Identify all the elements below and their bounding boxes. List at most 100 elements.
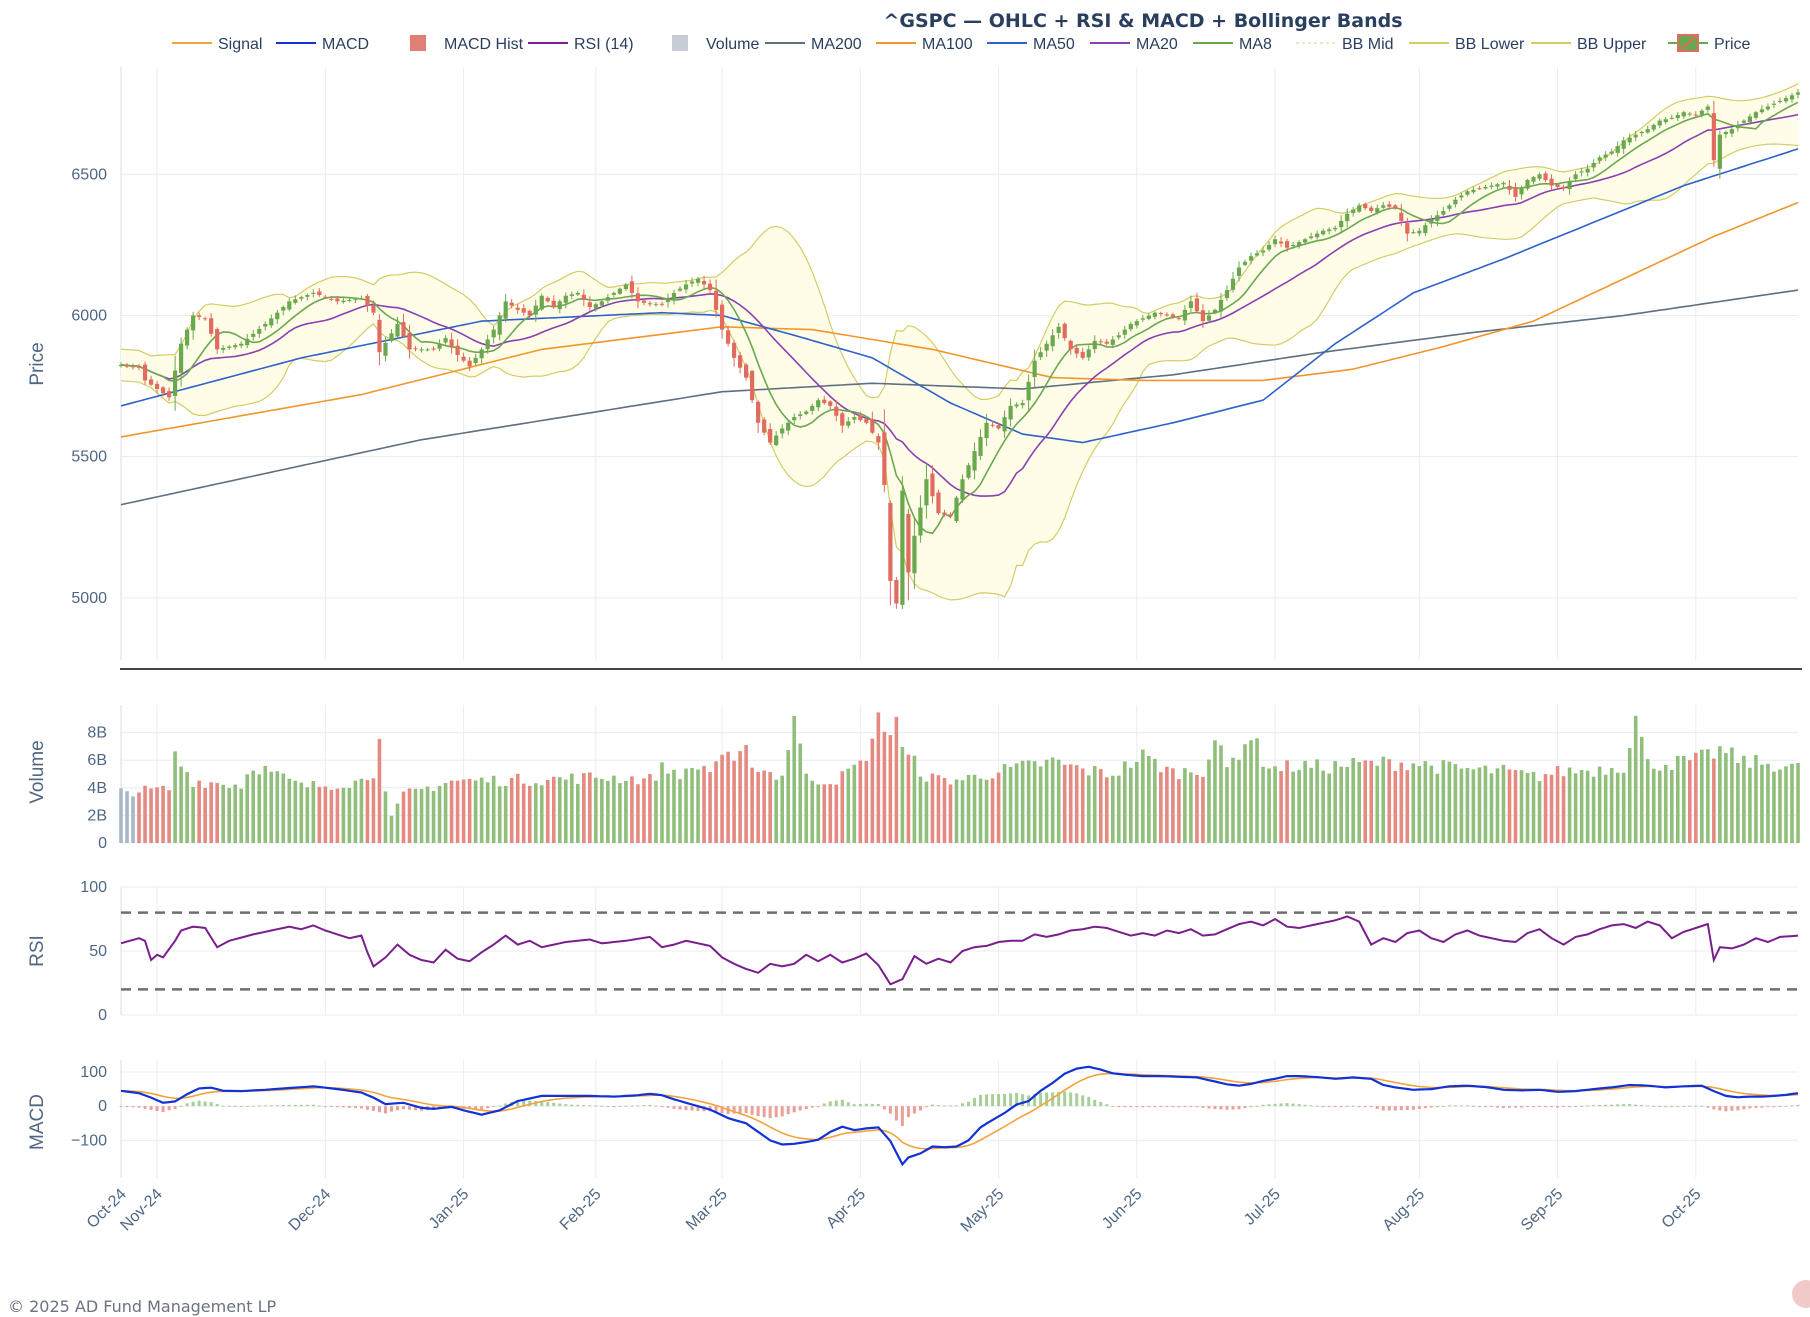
macd-hist-bar: [1441, 1105, 1445, 1107]
macd-hist-bar: [600, 1105, 604, 1107]
candle-body: [359, 298, 364, 300]
macd-y-tick-label: 0: [98, 1098, 107, 1115]
macd-hist-bar: [335, 1106, 339, 1108]
legend-item[interactable]: MA100: [876, 36, 973, 53]
macd-hist-bar: [1790, 1105, 1794, 1107]
macd-hist-bar: [149, 1106, 153, 1110]
candle-body: [605, 297, 610, 301]
candle-body: [1333, 227, 1338, 230]
volume-bar: [834, 784, 839, 843]
macd-hist-bar: [1003, 1093, 1007, 1107]
candle-body: [1537, 174, 1542, 179]
volume-bar: [678, 779, 682, 843]
volume-bar: [912, 755, 917, 843]
volume-bar: [185, 772, 189, 843]
macd-hist-bar: [1069, 1092, 1073, 1107]
macd-hist-bar: [1123, 1106, 1127, 1108]
volume-bar: [1255, 738, 1259, 843]
candle-body: [1393, 205, 1398, 209]
macd-hist-bar: [967, 1101, 971, 1107]
macd-hist-bar: [642, 1105, 646, 1107]
legend-item[interactable]: BB Mid: [1296, 36, 1394, 53]
legend-item[interactable]: Volume: [672, 35, 759, 53]
macd-hist-bar: [119, 1106, 123, 1108]
candle-body: [719, 304, 725, 330]
macd-hist-bar: [1039, 1092, 1043, 1107]
candle-body: [1321, 230, 1326, 235]
macd-hist-bar: [973, 1097, 977, 1107]
volume-bar: [1507, 769, 1512, 843]
legend-item[interactable]: MACD Hist: [410, 35, 524, 53]
macd-hist-bar: [1676, 1106, 1680, 1108]
candle-body: [1717, 134, 1722, 169]
candle-body: [335, 298, 340, 302]
macd-hist-bar: [876, 1104, 880, 1107]
candle-body: [1128, 323, 1133, 330]
macd-hist-bar: [1580, 1105, 1584, 1107]
candle-body: [1176, 318, 1181, 320]
candle-body: [1525, 179, 1530, 189]
candle-body: [1369, 207, 1374, 212]
macd-line: [120, 1065, 1799, 1167]
volume-bar: [1465, 767, 1470, 843]
volume-bar: [984, 779, 989, 843]
macd-hist-bar: [1057, 1091, 1061, 1107]
candle-body: [1038, 352, 1043, 358]
macd-hist-bar: [720, 1106, 724, 1114]
candle-body: [148, 379, 154, 385]
macd-hist-bar: [985, 1094, 989, 1107]
macd-hist-bar: [540, 1101, 544, 1107]
legend-item[interactable]: MA50: [987, 36, 1075, 53]
macd-hist-bar: [636, 1105, 640, 1107]
candle-body: [239, 343, 244, 346]
volume-bar: [660, 762, 664, 843]
volume-bar: [1291, 771, 1295, 843]
macd-hist-bar: [1159, 1106, 1163, 1108]
candle-body: [449, 339, 454, 347]
macd-hist-bar: [1784, 1105, 1788, 1107]
macd-hist-bar: [1513, 1106, 1517, 1108]
macd-hist-bar: [1141, 1106, 1145, 1108]
legend-item[interactable]: MA20: [1090, 36, 1178, 53]
volume-bar: [1159, 772, 1163, 843]
volume-bar: [1543, 774, 1548, 843]
candle-body: [587, 302, 592, 308]
volume-bar: [1663, 765, 1668, 843]
volume-bar: [1393, 770, 1398, 843]
volume-bar: [1213, 740, 1217, 843]
macd-hist-bar: [612, 1106, 616, 1108]
legend-item[interactable]: MACD: [276, 36, 369, 53]
volume-bar: [1567, 767, 1572, 843]
candle-body: [858, 415, 863, 420]
candle-body: [479, 349, 484, 359]
macd-hist-bar: [1417, 1106, 1421, 1109]
macd-hist-bar: [1267, 1104, 1271, 1107]
volume-bar: [275, 771, 280, 843]
candle-body: [1591, 163, 1596, 168]
legend-item[interactable]: MA8: [1193, 36, 1272, 53]
legend-item[interactable]: BB Upper: [1531, 36, 1647, 53]
volume-bar: [1615, 772, 1620, 843]
candle-body: [1248, 256, 1254, 261]
volume-bar: [936, 775, 941, 843]
legend-label: MA50: [1033, 36, 1075, 53]
macd-hist-bar: [666, 1106, 670, 1108]
price-axis-title: Price: [27, 342, 48, 385]
candle-body: [1309, 236, 1314, 239]
legend-item[interactable]: Price: [1668, 34, 1751, 53]
volume-bar: [1237, 759, 1241, 843]
candle-body: [768, 429, 773, 443]
legend-item[interactable]: Signal: [172, 36, 262, 53]
macd-hist-bar: [1459, 1105, 1463, 1107]
macd-hist-bar: [1363, 1106, 1367, 1108]
candle-body: [377, 319, 382, 353]
candle-body: [984, 422, 989, 438]
macd-hist-bar: [654, 1105, 658, 1107]
macd-hist-bar: [744, 1106, 748, 1114]
macd-hist-bar: [1520, 1106, 1524, 1108]
macd-hist-bar: [1369, 1106, 1373, 1108]
candle-body: [1044, 343, 1049, 351]
legend-item[interactable]: BB Lower: [1409, 36, 1525, 53]
legend-item[interactable]: MA200: [765, 36, 862, 53]
legend-item[interactable]: RSI (14): [528, 36, 634, 53]
